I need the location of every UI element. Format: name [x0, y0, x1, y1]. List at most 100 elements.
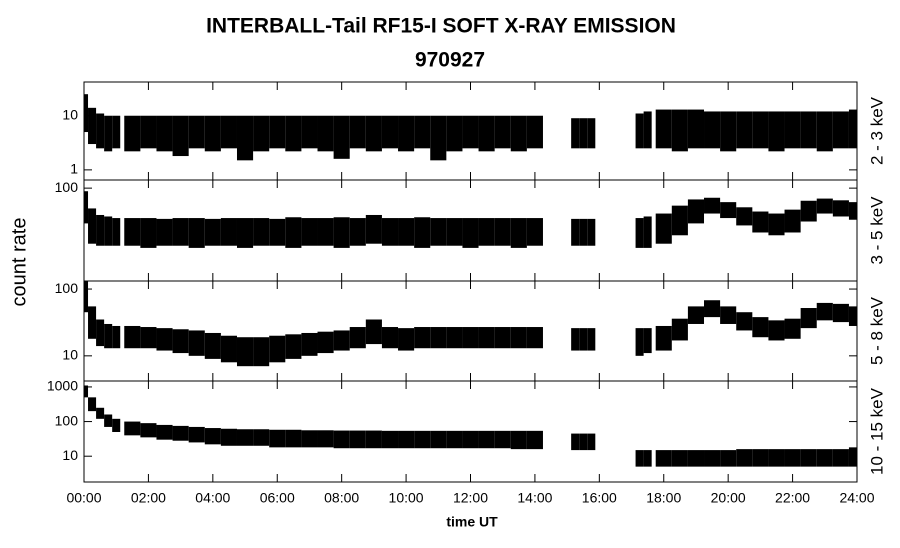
data-band — [832, 303, 849, 323]
data-band — [736, 111, 753, 149]
data-band — [784, 209, 801, 233]
data-band — [687, 199, 705, 224]
data-band — [704, 450, 721, 467]
data-band — [784, 318, 801, 339]
data-band — [526, 218, 543, 246]
y-tick-label: 100 — [55, 280, 79, 296]
data-band — [816, 198, 833, 214]
data-band — [671, 205, 688, 236]
data-band — [112, 218, 121, 246]
y-tick-label: 100 — [55, 179, 79, 195]
data-band — [430, 218, 447, 246]
data-band — [236, 429, 254, 446]
data-band — [124, 421, 141, 436]
y-tick-label: 10 — [62, 447, 78, 463]
data-band — [96, 319, 105, 347]
data-band — [140, 327, 157, 349]
data-band — [88, 107, 97, 145]
data-band — [579, 328, 588, 351]
data-band — [96, 407, 105, 419]
panel-label: 2 - 3 keV — [867, 96, 886, 165]
data-band — [172, 218, 189, 246]
data-band — [140, 423, 157, 438]
data-band — [104, 414, 113, 427]
y-tick-label: 1 — [70, 161, 78, 177]
x-tick-label: 02:00 — [131, 490, 166, 506]
data-band — [526, 115, 543, 149]
data-band — [204, 218, 221, 246]
data-band — [317, 115, 334, 152]
data-band — [800, 200, 817, 222]
x-tick-label: 00:00 — [66, 490, 101, 506]
x-tick-label: 08:00 — [324, 490, 359, 506]
data-band — [253, 218, 270, 246]
data-band — [333, 430, 350, 449]
data-band — [579, 118, 588, 149]
data-band — [88, 397, 97, 412]
data-band — [494, 327, 511, 349]
data-band — [478, 430, 495, 449]
data-band — [655, 213, 672, 244]
data-band — [188, 218, 205, 248]
data-band — [720, 450, 737, 467]
data-band — [816, 302, 833, 321]
data-band — [156, 424, 173, 440]
data-band — [446, 430, 463, 449]
data-band — [446, 327, 463, 349]
data-band — [253, 115, 270, 152]
data-band — [635, 113, 644, 149]
data-band — [579, 218, 588, 246]
data-band — [381, 218, 399, 246]
y-tick-label: 10 — [62, 106, 78, 122]
panel-label: 5 - 8 keV — [867, 296, 886, 365]
data-band — [285, 115, 302, 152]
data-band — [220, 115, 237, 149]
data-band — [494, 115, 511, 149]
data-band — [510, 115, 527, 152]
data-band — [333, 217, 350, 248]
data-band — [349, 218, 366, 246]
data-band — [752, 211, 769, 233]
data-band — [188, 330, 205, 356]
data-band — [140, 218, 157, 248]
data-band — [643, 328, 652, 354]
data-band — [301, 218, 318, 246]
data-band — [687, 109, 705, 149]
data-band — [398, 218, 415, 246]
data-band — [124, 218, 141, 246]
data-band — [381, 115, 399, 149]
data-band — [587, 218, 596, 246]
data-band — [156, 218, 173, 246]
data-band — [446, 218, 463, 246]
data-band — [478, 218, 495, 246]
data-band — [430, 115, 447, 161]
data-band — [816, 111, 833, 152]
data-band — [635, 328, 644, 356]
data-band — [768, 320, 785, 341]
data-band — [172, 329, 189, 354]
data-band — [526, 430, 543, 450]
data-band — [104, 115, 113, 152]
data-band — [848, 306, 857, 326]
data-band — [704, 197, 721, 214]
data-band — [736, 312, 753, 331]
y-tick-label: 1000 — [47, 378, 78, 394]
data-band — [236, 115, 254, 161]
data-band — [365, 115, 382, 152]
data-band — [784, 449, 801, 467]
data-band — [635, 450, 644, 467]
data-band — [253, 337, 270, 367]
data-band — [704, 300, 721, 318]
data-band — [816, 449, 833, 467]
data-band — [671, 450, 688, 467]
data-band — [381, 430, 399, 449]
data-band — [365, 319, 382, 345]
data-band — [104, 216, 113, 246]
data-band — [848, 447, 857, 467]
data-band — [736, 449, 753, 467]
data-band — [84, 281, 89, 313]
data-band — [687, 450, 705, 467]
data-band — [414, 115, 431, 149]
data-band — [188, 426, 205, 443]
